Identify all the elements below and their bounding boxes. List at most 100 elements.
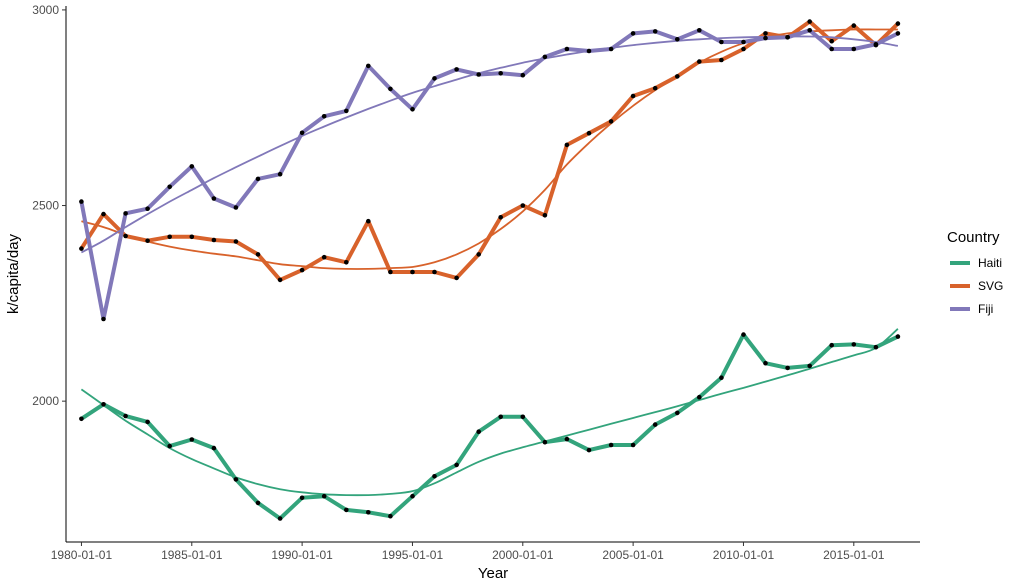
data-point-fiji (697, 28, 702, 33)
data-point-svg (101, 211, 106, 217)
data-point-haiti (388, 513, 393, 519)
series-points-haiti (79, 332, 901, 521)
data-point-fiji (79, 199, 84, 204)
data-point-haiti (410, 493, 415, 499)
x-tick-label: 2000-01-01 (492, 548, 554, 562)
data-point-fiji (498, 71, 504, 76)
legend-item-fiji: Fiji (950, 302, 993, 316)
data-point-svg (829, 38, 834, 44)
data-point-svg (851, 23, 857, 28)
data-point-haiti (630, 442, 636, 448)
data-point-svg (277, 277, 283, 283)
data-point-svg (454, 275, 459, 281)
data-point-svg (741, 46, 746, 52)
data-point-svg (498, 215, 504, 220)
x-axis-title: Year (478, 565, 508, 582)
data-point-fiji (454, 67, 459, 72)
data-point-haiti (542, 439, 548, 445)
data-point-fiji (675, 37, 680, 42)
data-point-haiti (851, 342, 857, 347)
data-point-svg (630, 93, 636, 99)
data-point-svg (719, 57, 724, 63)
data-point-fiji (410, 107, 415, 112)
data-point-svg (167, 234, 172, 240)
data-point-fiji (763, 35, 768, 41)
data-point-fiji (895, 31, 901, 36)
y-tick-label: 3000 (32, 3, 59, 17)
data-point-fiji (719, 39, 724, 45)
data-point-fiji (321, 114, 327, 119)
x-tick-label: 1995-01-01 (382, 548, 444, 562)
legend-item-haiti: Haiti (950, 256, 1002, 270)
data-point-svg (344, 260, 349, 265)
data-point-fiji (277, 171, 283, 177)
data-point-svg (652, 85, 658, 91)
data-point-fiji (542, 54, 548, 60)
x-tick-label: 1990-01-01 (271, 548, 333, 562)
y-tick-label: 2000 (32, 394, 59, 408)
data-point-svg (763, 31, 768, 36)
x-tick-label: 1985-01-01 (161, 548, 223, 562)
data-point-fiji (829, 46, 834, 52)
data-point-haiti (675, 410, 680, 416)
data-point-haiti (498, 414, 504, 420)
x-tick-label: 1980-01-01 (51, 548, 113, 562)
data-point-svg (807, 19, 812, 24)
data-point-haiti (476, 429, 482, 435)
data-point-svg (366, 218, 371, 224)
data-point-fiji (586, 48, 592, 54)
data-point-svg (675, 74, 680, 79)
data-point-fiji (344, 108, 349, 114)
series-points-fiji (79, 28, 901, 322)
data-point-svg (542, 213, 548, 218)
data-point-haiti (123, 413, 128, 419)
data-point-haiti (719, 375, 724, 381)
data-point-svg (299, 267, 305, 273)
data-point-fiji (807, 28, 812, 33)
x-axis-ticks: 1980-01-01 1985-01-01 1990-01-01 1995-01-01… (51, 542, 885, 562)
data-point-fiji (388, 86, 393, 92)
data-point-fiji (476, 72, 482, 77)
legend-label-haiti: Haiti (978, 256, 1002, 270)
data-point-fiji (189, 164, 195, 169)
data-point-haiti (79, 416, 84, 422)
data-point-fiji (520, 72, 526, 78)
data-point-svg (895, 21, 901, 26)
data-point-haiti (564, 436, 570, 442)
series-line-fiji (79, 28, 900, 321)
data-point-haiti (873, 344, 879, 350)
data-point-svg (476, 252, 482, 257)
x-tick-label: 2010-01-01 (713, 548, 775, 562)
data-point-haiti (697, 394, 702, 400)
series-fiji (79, 28, 900, 321)
data-point-fiji (123, 211, 128, 216)
data-point-haiti (586, 447, 592, 453)
data-point-svg (321, 254, 327, 260)
data-point-fiji (630, 31, 636, 36)
data-point-fiji (608, 46, 614, 52)
data-point-fiji (652, 29, 658, 34)
data-point-fiji (145, 206, 150, 211)
data-point-haiti (652, 422, 658, 427)
data-point-haiti (299, 495, 305, 501)
data-point-fiji (851, 46, 857, 52)
data-point-haiti (895, 334, 901, 339)
data-point-fiji (299, 130, 305, 136)
data-point-haiti (366, 510, 371, 515)
data-point-haiti (344, 507, 349, 513)
legend-item-svg: SVG (950, 279, 1003, 293)
data-point-fiji (366, 63, 371, 69)
data-point-haiti (785, 365, 790, 371)
x-tick-label: 2015-01-01 (823, 548, 885, 562)
data-point-svg (211, 237, 217, 243)
data-point-haiti (608, 442, 614, 448)
data-point-svg (608, 119, 614, 124)
data-point-haiti (233, 477, 239, 482)
data-point-haiti (763, 360, 768, 366)
data-point-svg (145, 238, 150, 243)
y-axis-ticks: 2000 2500 3000 (32, 3, 66, 408)
data-point-haiti (520, 414, 526, 420)
data-point-svg (189, 234, 195, 240)
legend-title: Country (947, 229, 1000, 246)
